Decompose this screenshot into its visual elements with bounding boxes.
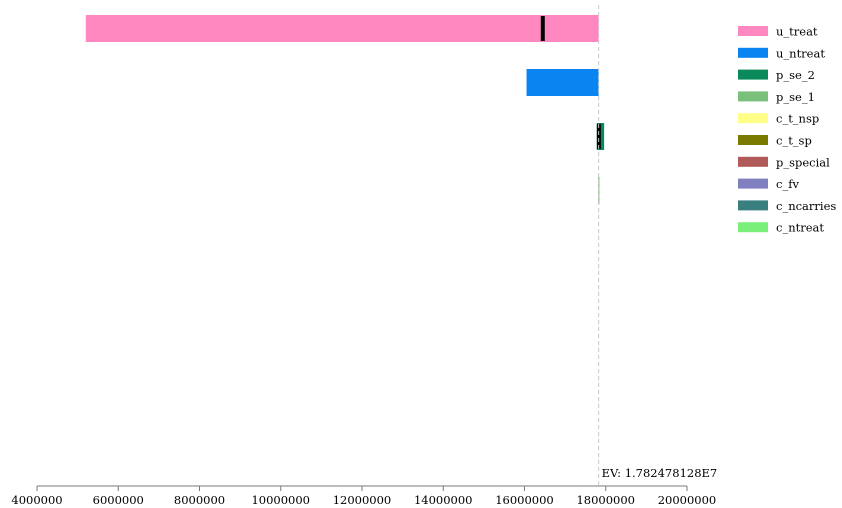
legend-label-p_se_2: p_se_2 — [776, 68, 815, 82]
legend-label-u_ntreat: u_ntreat — [776, 46, 825, 60]
x-tick-label: 20000000 — [658, 493, 717, 507]
legend-label-c_fv: c_fv — [776, 177, 799, 191]
x-tick-label: 18000000 — [576, 493, 635, 507]
bars-layer — [85, 15, 605, 204]
x-tick-label: 8000000 — [174, 493, 225, 507]
legend-swatch-c_t_nsp — [738, 113, 768, 124]
legend: u_treat u_ntreat p_se_2 p_se_1 c_t_nsp c_t_sp… — [738, 25, 836, 235]
legend-swatch-p_se_2 — [738, 69, 768, 80]
bar-marker-p_se_2 — [596, 124, 601, 149]
x-axis: 4000000 6000000 8000000 10000000 12000000 140… — [11, 485, 717, 507]
ev-label: EV: 1.782478128E7 — [602, 466, 718, 480]
legend-label-u_treat: u_treat — [776, 25, 818, 39]
x-tick-label: 10000000 — [251, 493, 310, 507]
legend-label-c_ntreat: c_ntreat — [776, 221, 824, 235]
legend-label-c_t_sp: c_t_sp — [776, 134, 812, 148]
x-tick-label: 6000000 — [93, 493, 144, 507]
bar-u_ntreat — [526, 69, 599, 96]
legend-swatch-p_se_1 — [738, 91, 768, 102]
x-tick-label: 16000000 — [495, 493, 554, 507]
legend-swatch-c_ncarries — [738, 200, 768, 211]
bar-u_treat — [85, 15, 599, 42]
legend-label-c_ncarries: c_ncarries — [776, 199, 836, 213]
legend-swatch-c_t_sp — [738, 135, 768, 145]
x-tick-label: 14000000 — [414, 493, 473, 507]
legend-label-p_se_1: p_se_1 — [776, 90, 815, 104]
bar-marker-u_treat — [540, 16, 545, 41]
x-tick-label: 12000000 — [333, 493, 392, 507]
legend-swatch-c_fv — [738, 178, 768, 189]
legend-label-p_special: p_special — [776, 155, 830, 169]
legend-swatch-p_special — [738, 156, 768, 167]
legend-swatch-u_treat — [738, 26, 768, 36]
legend-swatch-u_ntreat — [738, 47, 768, 58]
legend-swatch-c_ntreat — [738, 222, 768, 233]
x-tick-label: 4000000 — [11, 493, 62, 507]
legend-label-c_t_nsp: c_t_nsp — [776, 112, 819, 126]
